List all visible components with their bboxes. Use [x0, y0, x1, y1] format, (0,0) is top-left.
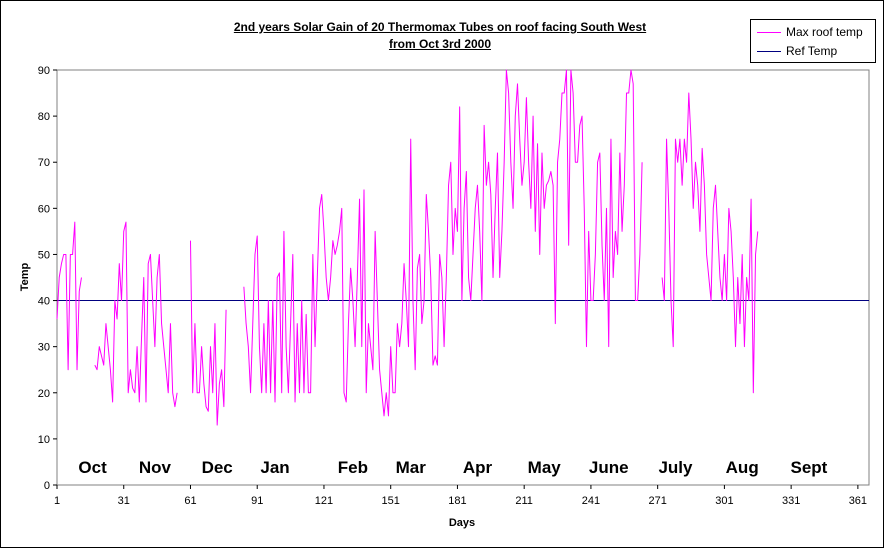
- month-label: Jan: [260, 458, 289, 477]
- y-tick-label: 90: [38, 65, 50, 77]
- x-tick-label: 1: [54, 495, 60, 507]
- month-label: May: [528, 458, 562, 477]
- month-label: Dec: [202, 458, 233, 477]
- x-axis-label: Days: [449, 517, 475, 529]
- month-label: Sept: [791, 458, 828, 477]
- chart-title-line-1: 2nd years Solar Gain of 20 Thermomax Tub…: [233, 20, 647, 34]
- chart-title-line-2: from Oct 3rd 2000: [388, 37, 492, 51]
- legend-item-ref-temp: Ref Temp: [757, 43, 837, 59]
- y-tick-label: 70: [38, 157, 50, 169]
- x-tick-label: 121: [315, 495, 333, 507]
- x-tick-label: 331: [782, 495, 800, 507]
- x-tick-label: 241: [582, 495, 600, 507]
- y-tick-label: 30: [38, 342, 50, 354]
- plot-area-border: [56, 69, 870, 486]
- y-tick-label: 40: [38, 296, 50, 308]
- legend: Max roof temp Ref Temp: [750, 19, 876, 63]
- legend-label-max-roof-temp: Max roof temp: [786, 25, 863, 39]
- y-tick-label: 0: [44, 480, 50, 492]
- x-tick-label: 91: [251, 495, 263, 507]
- month-label: Feb: [338, 458, 368, 477]
- x-tick-label: 301: [715, 495, 733, 507]
- series-line-max-roof-temp: [56, 69, 759, 426]
- x-tick-label: 61: [184, 495, 196, 507]
- month-label: Apr: [463, 458, 493, 477]
- x-tick-label: 271: [648, 495, 666, 507]
- month-label: Nov: [139, 458, 172, 477]
- month-label: July: [658, 458, 693, 477]
- y-tick-label: 80: [38, 111, 50, 123]
- x-tick-label: 151: [382, 495, 400, 507]
- x-axis: 1 31 61 91 121 151 181 211 241 271 301 331 361: [54, 485, 867, 507]
- legend-swatch-ref-temp: [757, 50, 781, 52]
- y-tick-label: 60: [38, 203, 50, 215]
- x-tick-label: 181: [448, 495, 466, 507]
- y-axis: 0 10 20 30 40 50 60 70 80 90: [38, 65, 57, 492]
- x-tick-label: 211: [515, 495, 533, 507]
- legend-item-max-roof-temp: Max roof temp: [757, 24, 863, 40]
- month-label: June: [589, 458, 629, 477]
- y-axis-label: Temp: [19, 262, 31, 291]
- y-tick-label: 20: [38, 388, 50, 400]
- x-tick-label: 361: [849, 495, 867, 507]
- month-label: Oct: [78, 458, 107, 477]
- month-label: Mar: [396, 458, 427, 477]
- y-tick-label: 10: [38, 434, 50, 446]
- series-layer: [56, 69, 869, 426]
- legend-swatch-max-roof-temp: [757, 31, 781, 33]
- legend-label-ref-temp: Ref Temp: [786, 44, 838, 58]
- month-labels: Oct Nov Dec Jan Feb Mar Apr May June July Aug Sept: [78, 458, 827, 477]
- x-tick-label: 31: [118, 495, 130, 507]
- y-tick-label: 50: [38, 249, 50, 261]
- month-label: Aug: [726, 458, 759, 477]
